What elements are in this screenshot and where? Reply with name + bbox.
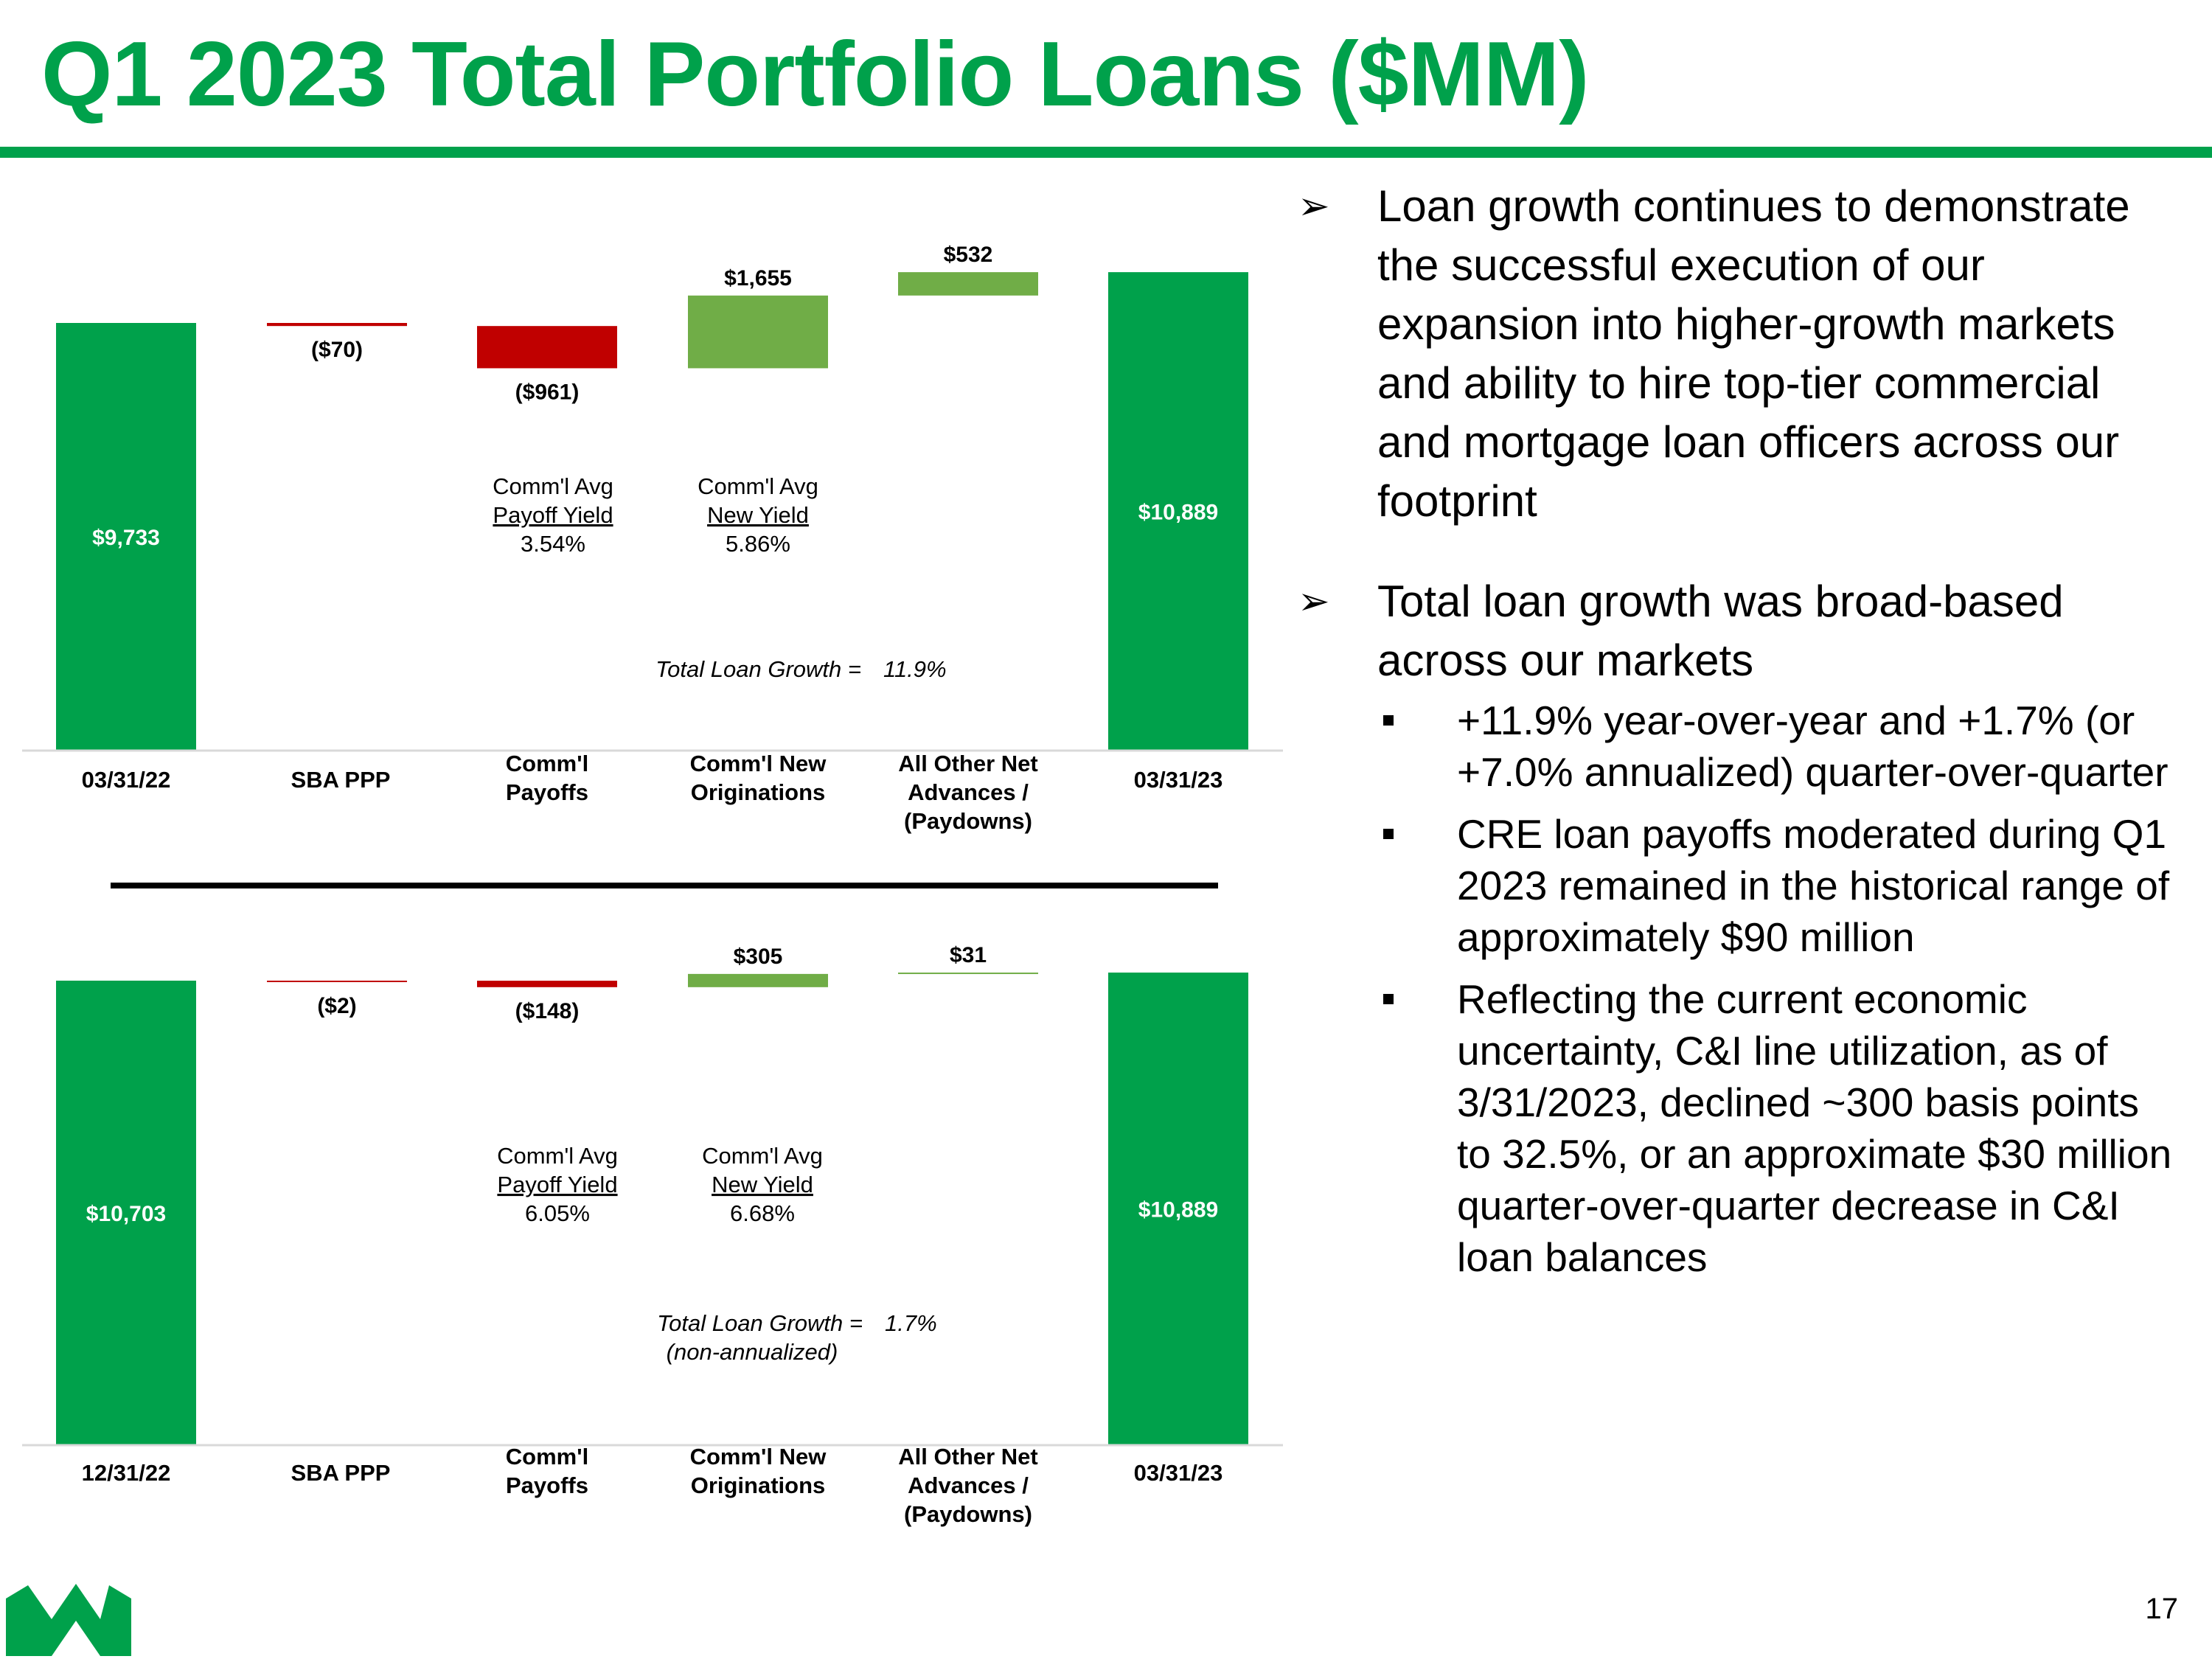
category-label: SBA PPP — [291, 767, 391, 793]
bullet-list: ➢ Loan growth continues to demonstrate t… — [1298, 177, 2183, 1324]
yield-note-label: New Yield — [707, 502, 809, 528]
waterfall-bar — [688, 973, 828, 987]
data-label: ($148) — [515, 999, 580, 1023]
category-label: SBA PPP — [291, 1460, 391, 1486]
yield-note-label: Comm'l Avg — [698, 473, 818, 499]
sub-bullet: +11.9% year-over-year and +1.7% (or +7.0… — [1377, 695, 2183, 798]
yield-note-label: Comm'l Avg — [497, 1143, 618, 1169]
category-label: Comm'l — [506, 1444, 588, 1470]
category-label: Comm'l New — [690, 1444, 827, 1470]
waterfall-bar — [56, 323, 196, 751]
sub-bullet: CRE loan payoffs moderated during Q1 202… — [1377, 808, 2183, 963]
yield-note-label: Payoff Yield — [497, 1172, 617, 1197]
bullet-broad-based: ➢ Total loan growth was broad-based acro… — [1298, 572, 2183, 1283]
waterfall-bar — [267, 981, 407, 982]
growth-label: Total Loan Growth = — [657, 1310, 863, 1336]
growth-label: Total Loan Growth = — [655, 656, 861, 682]
category-label: Advances / — [908, 1472, 1029, 1498]
data-label: $10,889 — [1138, 1198, 1218, 1222]
yield-note-value: 5.86% — [726, 531, 790, 557]
category-label: Comm'l — [506, 751, 588, 776]
waterfall-bar — [688, 295, 828, 369]
yield-note-value: 6.05% — [525, 1200, 590, 1226]
category-label: 12/31/22 — [82, 1460, 171, 1486]
data-label: $1,655 — [724, 266, 792, 291]
category-label: Originations — [691, 1472, 826, 1498]
category-label: Advances / — [908, 779, 1029, 805]
yield-note-label: Comm'l Avg — [702, 1143, 823, 1169]
yield-note-value: 6.68% — [730, 1200, 795, 1226]
title-rule — [0, 147, 2212, 158]
bullet-loan-growth: ➢ Loan growth continues to demonstrate t… — [1298, 177, 2183, 531]
bullet-text: Loan growth continues to demonstrate the… — [1377, 181, 2130, 526]
category-label: (Paydowns) — [904, 808, 1032, 834]
waterfall-bar — [898, 973, 1038, 975]
yield-note-label: Payoff Yield — [493, 502, 613, 528]
waterfall-bar — [267, 323, 407, 327]
waterfall-bar — [1108, 973, 1248, 1445]
data-label: ($70) — [311, 338, 363, 362]
category-label: 03/31/23 — [1134, 767, 1223, 793]
page-number: 17 — [2145, 1593, 2179, 1625]
yield-note-value: 3.54% — [521, 531, 585, 557]
data-label: $305 — [734, 945, 783, 969]
category-label: Payoffs — [506, 1472, 588, 1498]
growth-value: 11.9% — [883, 656, 947, 682]
square-bullet-icon — [1383, 715, 1394, 726]
data-label: $10,703 — [86, 1202, 166, 1226]
category-label: (Paydowns) — [904, 1501, 1032, 1527]
webster-w-logo-icon — [6, 1584, 131, 1656]
waterfall-bar — [898, 272, 1038, 296]
bullet-text: Total loan growth was broad-based across… — [1377, 577, 2064, 685]
category-label: Originations — [691, 779, 826, 805]
square-bullet-icon — [1383, 994, 1394, 1004]
waterfall-bar — [477, 326, 617, 369]
sub-bullet-list: +11.9% year-over-year and +1.7% (or +7.0… — [1377, 695, 2183, 1283]
waterfall-bar — [1108, 272, 1248, 751]
data-label: $31 — [950, 943, 987, 967]
yield-note-label: Comm'l Avg — [493, 473, 613, 499]
arrow-bullet-icon: ➢ — [1298, 185, 1330, 228]
data-label: ($2) — [317, 994, 356, 1018]
growth-sublabel: (non-annualized) — [667, 1339, 838, 1365]
sub-bullet: Reflecting the current economic uncertai… — [1377, 973, 2183, 1283]
data-label: $532 — [944, 243, 993, 267]
waterfall-bar — [477, 981, 617, 987]
yield-note-label: New Yield — [712, 1172, 813, 1197]
sub-bullet-text: Reflecting the current economic uncertai… — [1457, 976, 2172, 1280]
data-label: $10,889 — [1138, 501, 1218, 525]
category-label: Payoffs — [506, 779, 588, 805]
data-label: ($961) — [515, 380, 580, 404]
category-label: 03/31/23 — [1134, 1460, 1223, 1486]
sub-bullet-text: CRE loan payoffs moderated during Q1 202… — [1457, 811, 2170, 960]
category-label: All Other Net — [898, 1444, 1037, 1470]
square-bullet-icon — [1383, 829, 1394, 839]
category-label: 03/31/22 — [82, 767, 171, 793]
waterfall-bar — [56, 981, 196, 1445]
page-title: Q1 2023 Total Portfolio Loans ($MM) — [41, 24, 1589, 125]
category-label: All Other Net — [898, 751, 1037, 776]
growth-value: 1.7% — [885, 1310, 937, 1336]
category-label: Comm'l New — [690, 751, 827, 776]
arrow-bullet-icon: ➢ — [1298, 580, 1330, 623]
sub-bullet-text: +11.9% year-over-year and +1.7% (or +7.0… — [1457, 698, 2168, 795]
data-label: $9,733 — [92, 526, 160, 550]
